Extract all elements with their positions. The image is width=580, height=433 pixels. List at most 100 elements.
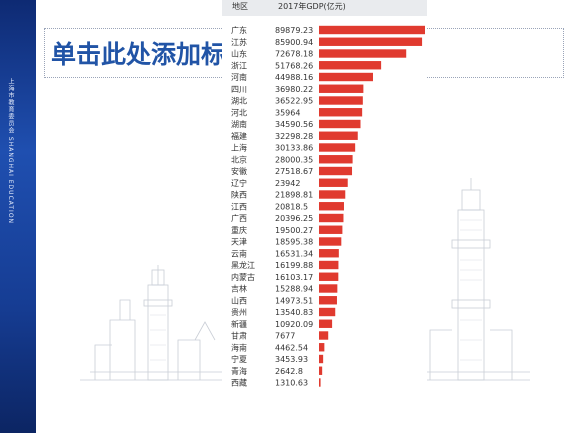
region-label: 河南 <box>231 72 247 82</box>
gdp-bar <box>319 366 323 375</box>
gdp-value-label: 20818.5 <box>275 202 308 211</box>
gdp-bar <box>319 343 325 352</box>
gdp-bar <box>319 108 363 117</box>
region-label: 安徽 <box>231 166 247 176</box>
region-label: 福建 <box>231 131 247 141</box>
gdp-bar <box>319 143 356 152</box>
gdp-bar <box>319 178 348 187</box>
gdp-bar <box>319 225 343 234</box>
gdp-value-label: 23942 <box>275 179 300 188</box>
gdp-value-label: 72678.18 <box>275 50 313 59</box>
gdp-value-label: 16199.88 <box>275 261 313 270</box>
gdp-value-label: 1310.63 <box>275 379 308 388</box>
region-label: 湖南 <box>231 119 247 129</box>
gdp-value-label: 30133.86 <box>275 144 313 153</box>
gdp-value-label: 13540.83 <box>275 308 313 317</box>
region-label: 江西 <box>231 202 247 211</box>
region-label: 山东 <box>231 49 247 59</box>
gdp-value-label: 36522.95 <box>275 97 313 106</box>
region-label: 江苏 <box>231 37 247 47</box>
region-label: 吉林 <box>231 284 247 294</box>
gdp-bar <box>319 378 321 387</box>
left-side-band: 上海市教育委员会 SHANGHAI EDUCATION <box>0 0 36 433</box>
gdp-bar <box>319 72 373 82</box>
region-label: 北京 <box>231 154 247 164</box>
gdp-bar <box>319 213 344 223</box>
gdp-value-label: 35964 <box>275 108 300 117</box>
gdp-bar <box>319 249 339 258</box>
region-label: 四川 <box>231 85 247 94</box>
region-label: 黑龙江 <box>231 260 255 270</box>
gdp-value-label: 34590.56 <box>275 120 313 129</box>
gdp-bar <box>319 354 324 364</box>
slide-title: 单击此处添加标 <box>51 40 227 69</box>
region-label: 广西 <box>231 213 247 223</box>
gdp-value-label: 21898.81 <box>275 191 313 200</box>
gdp-value-label: 20396.25 <box>275 214 313 223</box>
gdp-bar <box>319 155 353 164</box>
gdp-bar <box>319 284 338 293</box>
gdp-value-label: 51768.26 <box>275 61 313 70</box>
gdp-value-label: 4462.54 <box>275 343 308 352</box>
region-label: 天津 <box>231 237 247 247</box>
region-label: 甘肃 <box>231 331 247 341</box>
gdp-value-label: 7677 <box>275 332 295 341</box>
region-label: 贵州 <box>231 307 247 317</box>
region-label: 云南 <box>231 248 247 258</box>
gdp-value-label: 2642.8 <box>275 367 303 376</box>
gdp-bar <box>319 331 329 340</box>
gdp-value-label: 36980.22 <box>275 85 313 94</box>
gdp-value-label: 32298.28 <box>275 132 313 141</box>
gdp-value-label: 16531.34 <box>275 249 313 258</box>
region-label: 西藏 <box>231 378 247 388</box>
gdp-bar <box>319 260 339 270</box>
region-label: 宁夏 <box>231 354 247 364</box>
region-label: 海南 <box>231 342 247 352</box>
region-label: 广东 <box>231 25 247 35</box>
gdp-bar <box>319 272 339 281</box>
gdp-bar-chart: 广东 89879.23 江苏 85900.94 山东 72678.18 浙江 51768.26… <box>231 25 425 388</box>
gdp-bar <box>319 61 382 70</box>
region-label: 辽宁 <box>231 178 247 188</box>
gdp-bar <box>319 131 358 140</box>
gdp-bar <box>319 119 361 129</box>
region-label: 重庆 <box>231 225 247 235</box>
gdp-value-label: 19500.27 <box>275 226 313 235</box>
gdp-bar <box>319 49 407 58</box>
gdp-bar <box>319 190 346 199</box>
gdp-value-label: 10920.09 <box>275 320 313 329</box>
gdp-value-label: 28000.35 <box>275 155 313 164</box>
gdp-value-label: 3453.93 <box>275 355 308 364</box>
region-label: 山西 <box>231 295 247 305</box>
gdp-bar <box>319 37 423 46</box>
region-label: 陕西 <box>231 190 247 200</box>
gdp-value-label: 16103.17 <box>275 273 313 282</box>
region-label: 浙江 <box>231 60 247 70</box>
gdp-value-label: 27518.67 <box>275 167 313 176</box>
header-region-label: 地区 <box>232 2 248 11</box>
gdp-value-label: 15288.94 <box>275 285 313 294</box>
region-label: 新疆 <box>231 319 247 329</box>
gdp-bar <box>319 296 337 305</box>
region-label: 上海 <box>231 143 247 153</box>
gdp-chart-panel: 地区 2017年GDP(亿元) 广东 89879.23 江苏 85900.94 山东 72… <box>222 0 427 392</box>
gdp-bar <box>319 96 363 105</box>
region-label: 内蒙古 <box>231 272 255 282</box>
region-label: 湖北 <box>231 97 247 106</box>
gdp-bar <box>319 319 333 328</box>
gdp-value-label: 85900.94 <box>275 38 313 47</box>
gdp-value-label: 14973.51 <box>275 296 313 305</box>
gdp-bar <box>319 202 344 211</box>
gdp-bar <box>319 25 425 35</box>
gdp-bar <box>319 307 336 317</box>
gdp-bar <box>319 166 353 176</box>
gdp-value-label: 89879.23 <box>275 26 313 35</box>
gdp-value-label: 44988.16 <box>275 73 313 82</box>
gdp-value-label: 18595.38 <box>275 238 313 247</box>
gdp-bar <box>319 237 342 246</box>
chart-header-band <box>222 0 427 16</box>
gdp-bar <box>319 84 364 93</box>
region-label: 河北 <box>231 107 247 117</box>
region-label: 青海 <box>231 366 247 376</box>
